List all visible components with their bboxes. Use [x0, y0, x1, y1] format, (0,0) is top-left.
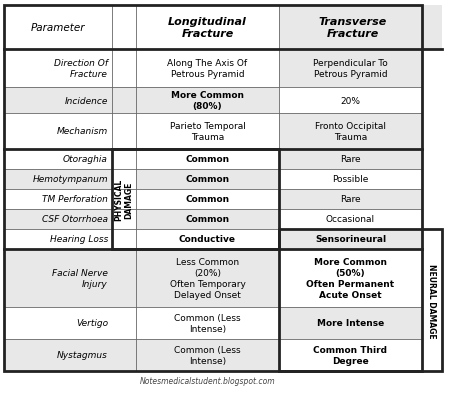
Text: 20%: 20% [340, 96, 361, 105]
Text: NEURAL DAMAGE: NEURAL DAMAGE [428, 263, 437, 337]
Bar [4, 88, 112, 114]
Text: Parieto Temporal
Trauma: Parieto Temporal Trauma [170, 122, 246, 142]
Bar [279, 114, 422, 150]
Text: Nystagmus: Nystagmus [57, 351, 108, 360]
Bar [4, 249, 112, 307]
Bar [112, 339, 136, 371]
Text: Perpendicular To
Petrous Pyramid: Perpendicular To Petrous Pyramid [313, 59, 388, 79]
Text: CSF Otorrhoea: CSF Otorrhoea [42, 215, 108, 224]
Text: Rare: Rare [340, 195, 361, 204]
Text: Occasional: Occasional [326, 215, 375, 224]
Text: Common: Common [185, 215, 229, 224]
Text: Sensorineural: Sensorineural [315, 235, 386, 244]
Bar [4, 50, 112, 88]
Bar [4, 6, 442, 371]
Bar [136, 114, 279, 150]
Bar [112, 150, 279, 249]
Text: Vertigo: Vertigo [76, 319, 108, 328]
Bar [279, 307, 422, 339]
Bar [279, 50, 422, 88]
Bar [112, 150, 136, 170]
Text: Longitudinal
Fracture: Longitudinal Fracture [168, 17, 247, 39]
Text: Conductive: Conductive [179, 235, 236, 244]
Text: Common (Less
Intense): Common (Less Intense) [174, 313, 241, 333]
Text: Common: Common [185, 195, 229, 204]
Bar [112, 170, 136, 190]
Text: Common Third
Degree: Common Third Degree [313, 345, 388, 365]
Bar [4, 170, 112, 190]
Text: Common (Less
Intense): Common (Less Intense) [174, 345, 241, 365]
Text: Common: Common [185, 155, 229, 164]
Bar [4, 150, 112, 170]
Text: More Intense: More Intense [317, 319, 384, 328]
Bar [4, 230, 112, 249]
Bar [279, 209, 422, 230]
Bar [4, 114, 112, 150]
Bar [279, 150, 422, 170]
Text: Less Common
(20%)
Often Temporary
Delayed Onset: Less Common (20%) Often Temporary Delaye… [170, 258, 246, 299]
Bar [136, 209, 279, 230]
Bar [279, 249, 422, 307]
Bar [136, 339, 279, 371]
Bar [136, 150, 279, 170]
Bar [279, 170, 422, 190]
Text: Possible: Possible [332, 175, 369, 184]
Bar [136, 88, 279, 114]
Text: Mechanism: Mechanism [57, 127, 108, 136]
Bar [112, 50, 136, 88]
Bar [136, 190, 279, 209]
Bar [136, 249, 279, 307]
Bar [136, 190, 279, 209]
Bar [422, 230, 442, 371]
Text: Common: Common [185, 175, 229, 184]
Bar [136, 230, 279, 249]
Bar [136, 307, 279, 339]
Bar [4, 209, 112, 230]
Bar [112, 150, 279, 249]
Text: Along The Axis Of
Petrous Pyramid: Along The Axis Of Petrous Pyramid [167, 59, 247, 79]
Text: Parameter: Parameter [31, 23, 85, 33]
Bar [112, 88, 136, 114]
Text: PHYSICAL
DAMAGE: PHYSICAL DAMAGE [114, 178, 134, 221]
Bar [279, 88, 422, 114]
Bar [136, 50, 279, 88]
Bar [4, 6, 422, 371]
Text: Notesmedicalstudent.blogspot.com: Notesmedicalstudent.blogspot.com [140, 377, 275, 386]
Bar [4, 307, 112, 339]
Text: Facial Nerve
Injury: Facial Nerve Injury [52, 268, 108, 288]
Text: Fronto Occipital
Trauma: Fronto Occipital Trauma [315, 122, 386, 142]
Bar [136, 170, 279, 190]
Bar [136, 6, 279, 50]
Text: Direction Of
Fracture: Direction Of Fracture [54, 59, 108, 79]
Bar [4, 6, 136, 50]
Bar [112, 307, 136, 339]
Bar [136, 230, 279, 249]
Bar [279, 339, 422, 371]
Bar [112, 249, 136, 307]
Bar [4, 339, 112, 371]
Bar [112, 230, 136, 249]
Bar [279, 190, 422, 209]
Bar [136, 209, 279, 230]
Bar [112, 209, 136, 230]
Text: More Common
(50%)
Often Permanent
Acute Onset: More Common (50%) Often Permanent Acute … [306, 258, 394, 299]
Bar [279, 230, 422, 249]
Bar [112, 190, 136, 209]
Text: Transverse
Fracture: Transverse Fracture [319, 17, 387, 39]
Bar [136, 170, 279, 190]
Text: TM Perforation: TM Perforation [42, 195, 108, 204]
Bar [279, 230, 442, 371]
Bar [279, 6, 442, 50]
Bar [112, 114, 136, 150]
Text: Rare: Rare [340, 155, 361, 164]
Text: Hearing Loss: Hearing Loss [50, 235, 108, 244]
Text: Incidence: Incidence [64, 96, 108, 105]
Bar [4, 190, 112, 209]
Text: Hemotympanum: Hemotympanum [32, 175, 108, 184]
Text: More Common
(80%): More Common (80%) [171, 91, 244, 111]
Bar [136, 150, 279, 170]
Text: Otoraghia: Otoraghia [63, 155, 108, 164]
